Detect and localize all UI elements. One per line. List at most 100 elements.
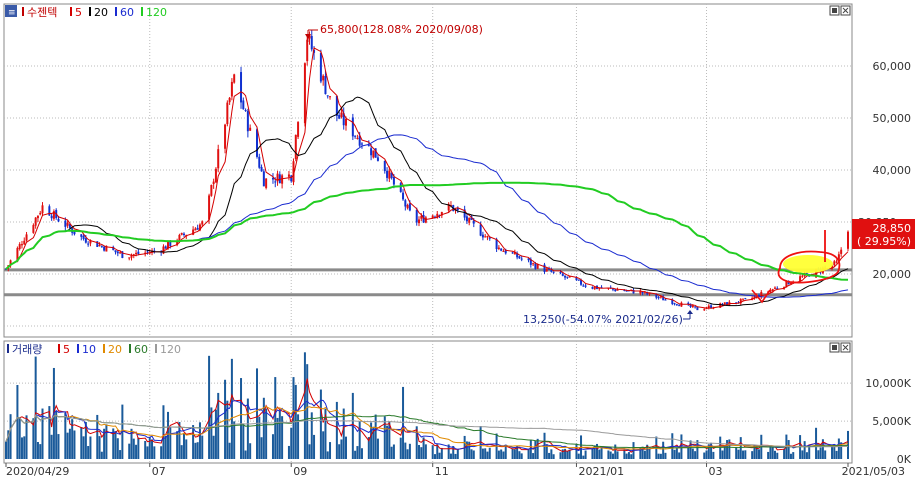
candle-body (208, 195, 211, 220)
volume-bar (418, 445, 421, 459)
candle-body (529, 259, 532, 265)
volume-bar (753, 445, 756, 459)
volume-bar (153, 446, 156, 459)
x-axis: 2020/04/29 07 09 11 2021/01 03 2021/05/03 (5, 463, 905, 478)
volume-bar (292, 377, 295, 459)
candle-body (290, 175, 293, 182)
volume-bar (322, 431, 325, 459)
candle-body (392, 176, 395, 185)
volume-bar (260, 437, 263, 459)
volume-bar (805, 452, 808, 459)
candle-body (495, 239, 498, 250)
volume-bar (577, 453, 580, 459)
candle-body (518, 256, 521, 259)
candle-body (486, 236, 489, 238)
candle-body (415, 209, 418, 223)
volume-legend: 거래량 5 10 20 60 120 (7, 343, 181, 356)
candle-body (178, 234, 181, 242)
candle-body (703, 309, 706, 311)
volume-bar (84, 421, 87, 459)
volume-bar (607, 450, 610, 459)
candle-body (212, 181, 215, 185)
volume-bar (447, 444, 450, 459)
candle-body (657, 297, 660, 299)
candle-body (742, 298, 745, 300)
volume-bar (82, 436, 85, 459)
red-circle-mark (777, 250, 841, 284)
volume-bar (513, 449, 516, 459)
volume-bar (646, 444, 649, 459)
volume-bar (100, 451, 103, 459)
volume-bar (803, 441, 806, 459)
volume-legend-ma-60: 60 (134, 343, 148, 356)
candle-body (735, 302, 738, 304)
panel-menu-icon[interactable] (5, 5, 17, 17)
volume-bar (25, 415, 28, 459)
candle-body (611, 288, 614, 290)
volume-bar (456, 449, 459, 459)
candle-body (739, 299, 742, 304)
candle-body (9, 260, 12, 266)
volume-bar (582, 455, 585, 459)
volume-ma-line-5 (5, 378, 849, 453)
volume-bar (244, 450, 247, 459)
volume-bar (611, 453, 614, 459)
volume-bar (728, 439, 731, 459)
high-annotation-text: 65,800(128.08% 2020/09/08) (320, 23, 483, 36)
volume-legend-ma-10: 10 (82, 343, 96, 356)
volume-bar (55, 411, 58, 459)
candle-body (801, 275, 804, 277)
candle-body (659, 296, 662, 298)
volume-bar (614, 444, 617, 459)
candle-body (773, 287, 776, 289)
volume-bar (415, 426, 418, 459)
volume-bar (847, 430, 849, 459)
candle-body (548, 268, 551, 270)
volume-bar (326, 451, 329, 459)
volume-bar (808, 445, 811, 459)
volume-bar (712, 451, 715, 459)
moving-averages (5, 47, 849, 309)
volume-bar (479, 426, 482, 459)
volume-bar (119, 450, 122, 459)
volume-bar (194, 442, 197, 459)
candle-body (41, 205, 44, 214)
volume-bar (408, 443, 411, 459)
candle-body (383, 160, 386, 172)
highlight-ellipse (783, 255, 833, 273)
volume-bar (210, 407, 213, 459)
volume-bar (196, 442, 199, 459)
volume-bar (146, 446, 149, 459)
candle-body (224, 124, 227, 149)
candle-body (614, 289, 617, 292)
candle-body (146, 251, 149, 253)
price-grid (4, 4, 852, 337)
volume-bar (116, 438, 119, 459)
volume-name: 거래량 (12, 343, 42, 356)
candle-body (96, 241, 99, 247)
candle-body (351, 117, 354, 137)
volume-bar (787, 440, 790, 459)
candle-body (297, 122, 300, 137)
low-annotation-text: 13,250(-54.07% 2021/02/26) (523, 313, 683, 326)
volume-bar (310, 412, 313, 459)
candle-body (306, 39, 309, 62)
volume-bar (675, 448, 678, 459)
candle-body (481, 234, 484, 238)
legend-swatch (58, 344, 60, 353)
volume-bar (164, 435, 167, 459)
volume-bar (324, 408, 327, 459)
candle-body (356, 137, 359, 139)
volume-bar (824, 450, 827, 459)
volume-bar (833, 445, 836, 459)
candle-body (278, 174, 281, 184)
candle-body (52, 211, 55, 219)
volume-bar (659, 453, 662, 459)
volume-bar (5, 441, 7, 459)
candle-body (694, 306, 697, 308)
volume-bar (550, 449, 553, 459)
ma-line-20 (5, 96, 849, 307)
candle-body (23, 240, 26, 245)
volume-bar (128, 443, 131, 459)
